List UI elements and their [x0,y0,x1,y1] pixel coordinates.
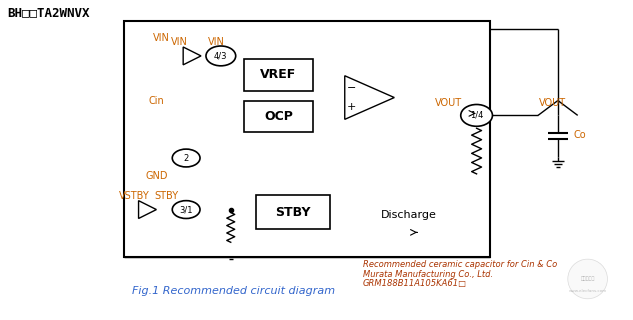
Text: BH□□TA2WNVX: BH□□TA2WNVX [8,6,91,19]
Ellipse shape [172,201,200,219]
Bar [123,21,491,257]
Text: VREF: VREF [260,68,296,81]
Ellipse shape [206,46,235,66]
Text: www.elecfans.com: www.elecfans.com [568,289,607,293]
Text: Fig.1 Recommended circuit diagram: Fig.1 Recommended circuit diagram [132,286,335,296]
Text: STBY: STBY [275,205,310,219]
Text: 3/1: 3/1 [179,205,193,214]
Text: 4/3: 4/3 [214,52,228,60]
Text: VIN: VIN [153,33,170,43]
Text: GND: GND [145,171,168,181]
Polygon shape [139,201,156,219]
Text: VOUT: VOUT [436,99,462,108]
Text: +: + [347,102,356,112]
Text: 电子发烧友: 电子发烧友 [580,276,595,282]
Bar [256,195,330,229]
Text: Co: Co [573,130,586,140]
Circle shape [568,259,608,299]
Text: VIN: VIN [208,37,224,47]
Text: VOUT: VOUT [539,99,567,108]
Ellipse shape [461,105,492,126]
Polygon shape [183,47,201,65]
Bar [244,59,313,91]
Text: Cin: Cin [149,96,165,106]
Text: GRM188B11A105KA61□: GRM188B11A105KA61□ [363,279,467,288]
Text: Discharge: Discharge [381,210,437,220]
Text: STBY: STBY [154,191,179,201]
Text: VSTBY: VSTBY [119,191,150,201]
Polygon shape [345,76,394,119]
Bar [244,100,313,132]
Text: 1/4: 1/4 [470,111,483,120]
Text: −: − [347,83,356,93]
Text: Recommended ceramic capacitor for Cin & Co: Recommended ceramic capacitor for Cin & … [363,260,557,268]
Ellipse shape [172,149,200,167]
Text: Murata Manufacturing Co., Ltd.: Murata Manufacturing Co., Ltd. [363,269,492,278]
Text: OCP: OCP [264,110,293,123]
Text: 2: 2 [184,154,189,163]
Text: VIN: VIN [171,37,187,47]
